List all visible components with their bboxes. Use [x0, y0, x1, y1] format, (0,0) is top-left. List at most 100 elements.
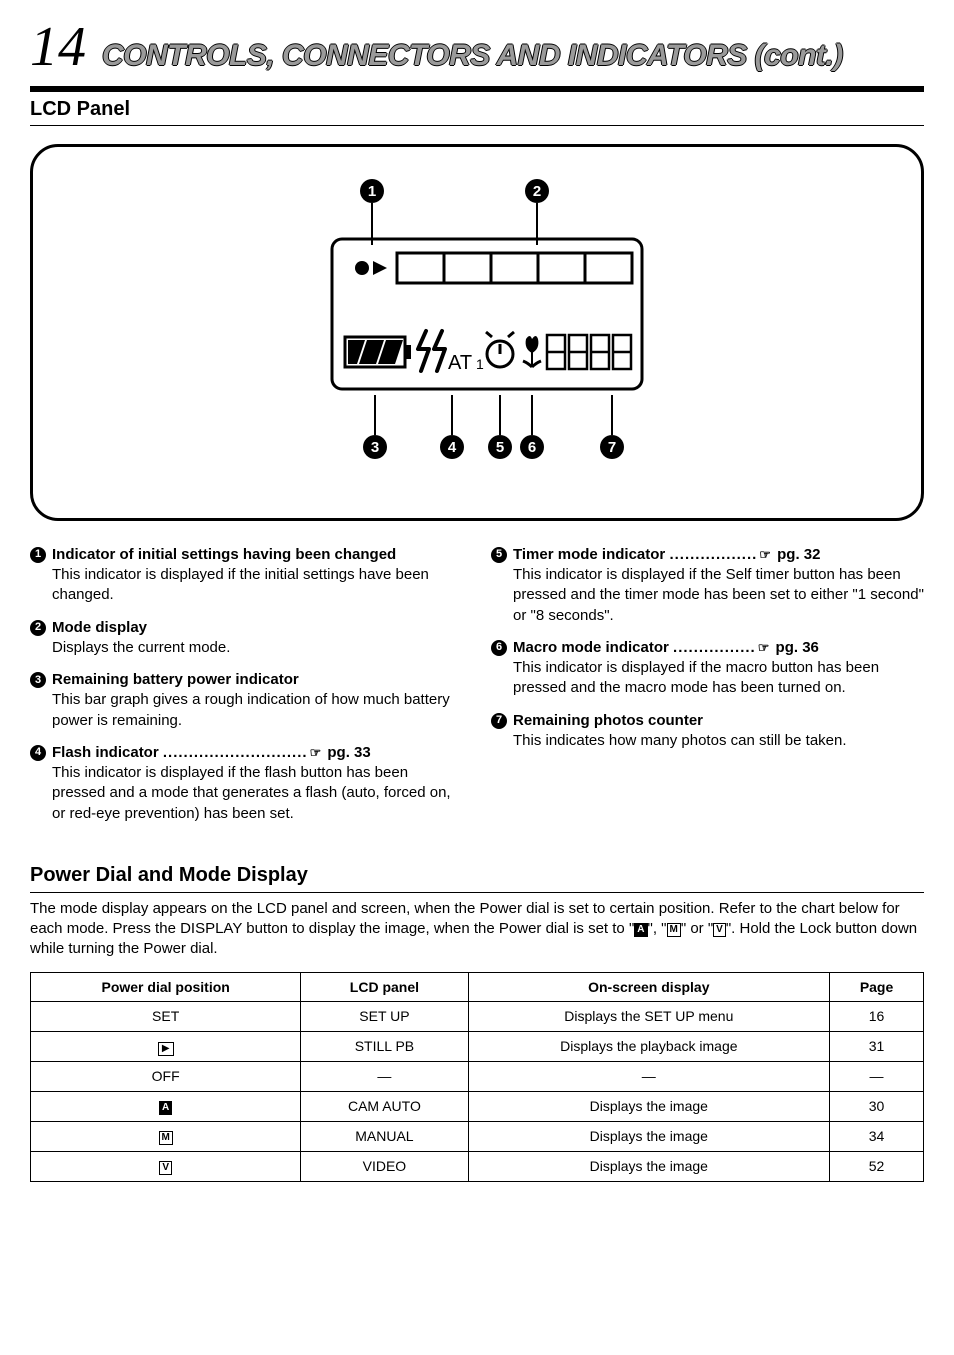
col-header: On-screen display: [468, 972, 830, 1002]
cell-page: 16: [830, 1002, 924, 1032]
remaining-photos-counter: [547, 335, 631, 369]
item-body: This indicates how many photos can still…: [491, 731, 924, 751]
glyph-v-icon: V: [713, 923, 726, 937]
svg-text:2: 2: [533, 183, 541, 200]
cell-page: 31: [830, 1032, 924, 1062]
legend-item: 2Mode displayDisplays the current mode.: [30, 618, 463, 659]
lcd-diagram-frame: 1 2: [30, 144, 924, 521]
cell-lcd: SET UP: [301, 1002, 468, 1032]
pointer-icon: ☞: [310, 744, 322, 762]
mode-table-header-row: Power dial position LCD panel On-screen …: [31, 972, 924, 1002]
svg-text:4: 4: [448, 439, 457, 456]
svg-text:3: 3: [371, 439, 379, 456]
cell-pos: A: [31, 1092, 301, 1122]
settings-changed-icon: [355, 261, 387, 275]
cell-osd: —: [468, 1062, 830, 1092]
cell-page: 30: [830, 1092, 924, 1122]
item-label: Timer mode indicator .................☞ …: [513, 545, 924, 565]
item-body: This indicator is displayed if the Self …: [491, 565, 924, 626]
callout-5: 5: [488, 395, 512, 459]
cell-osd: Displays the image: [468, 1122, 830, 1152]
legend-item: 6 Macro mode indicator ................☞ …: [491, 638, 924, 699]
table-row: ▶ STILL PB Displays the playback image 3…: [31, 1032, 924, 1062]
item-body: Displays the current mode.: [30, 638, 463, 658]
table-row: SET SET UP Displays the SET UP menu 16: [31, 1002, 924, 1032]
timer-icon: [486, 332, 514, 367]
page-number: 14: [30, 10, 86, 86]
dial-glyph-icon: M: [159, 1131, 173, 1145]
right-column: 5 Timer mode indicator .................☞…: [491, 545, 924, 836]
callout-4: 4: [440, 395, 464, 459]
page-header: 14 CONTROLS, CONNECTORS AND INDICATORS (…: [30, 10, 924, 92]
cell-lcd: STILL PB: [301, 1032, 468, 1062]
power-section-title: Power Dial and Mode Display: [30, 862, 924, 893]
table-row: M MANUAL Displays the image 34: [31, 1122, 924, 1152]
col-header: Power dial position: [31, 972, 301, 1002]
pointer-icon: ☞: [758, 639, 770, 657]
svg-text:1: 1: [368, 183, 376, 200]
item-number-icon: 6: [491, 640, 507, 656]
item-label: Macro mode indicator ................☞ p…: [513, 638, 924, 658]
svg-text:7: 7: [608, 439, 616, 456]
item-body: This bar graph gives a rough indication …: [30, 690, 463, 731]
callout-6: 6: [520, 395, 544, 459]
macro-icon: [523, 336, 541, 367]
table-row: V VIDEO Displays the image 52: [31, 1152, 924, 1182]
header-title: CONTROLS, CONNECTORS AND INDICATORS (con…: [102, 36, 843, 77]
item-label: Flash indicator ........................…: [52, 743, 463, 763]
intro-text-mid1: ", ": [648, 920, 667, 937]
item-number-icon: 5: [491, 547, 507, 563]
play-icon: ▶: [158, 1042, 174, 1056]
mode-table: Power dial position LCD panel On-screen …: [30, 972, 924, 1182]
dial-glyph-icon: V: [159, 1161, 172, 1175]
legend-item: 7Remaining photos counterThis indicates …: [491, 711, 924, 752]
item-number-icon: 2: [30, 620, 46, 636]
cell-pos: ▶: [31, 1032, 301, 1062]
intro-text-mid2: " or ": [681, 920, 713, 937]
item-label: Indicator of initial settings having bee…: [52, 545, 463, 565]
flash-at-text: AT: [448, 352, 472, 374]
dial-glyph-icon: A: [159, 1101, 172, 1115]
cell-pos: OFF: [31, 1062, 301, 1092]
callout-3: 3: [363, 395, 387, 459]
table-row: A CAM AUTO Displays the image 30: [31, 1092, 924, 1122]
callout-1: 1: [360, 179, 384, 245]
legend-item: 3 Remaining battery power indicatorThis b…: [30, 670, 463, 731]
cell-page: —: [830, 1062, 924, 1092]
cell-page: 34: [830, 1122, 924, 1152]
cell-osd: Displays the SET UP menu: [468, 1002, 830, 1032]
items-columns: 1 Indicator of initial settings having be…: [30, 545, 924, 836]
cell-pos: SET: [31, 1002, 301, 1032]
flash-1-text: 1: [476, 356, 484, 372]
power-section-intro: The mode display appears on the LCD pane…: [30, 899, 924, 960]
item-number-icon: 4: [30, 745, 46, 761]
cell-lcd: VIDEO: [301, 1152, 468, 1182]
cell-osd: Displays the image: [468, 1152, 830, 1182]
svg-text:5: 5: [496, 439, 504, 456]
cell-osd: Displays the image: [468, 1092, 830, 1122]
callout-7: 7: [600, 395, 624, 459]
svg-text:6: 6: [528, 439, 536, 456]
subheading: LCD Panel: [30, 96, 924, 126]
glyph-a-icon: A: [634, 923, 647, 937]
item-number-icon: 7: [491, 713, 507, 729]
legend-item: 1 Indicator of initial settings having be…: [30, 545, 463, 606]
item-body: This indicator is displayed if the macro…: [491, 658, 924, 699]
item-number-icon: 1: [30, 547, 46, 563]
cell-osd: Displays the playback image: [468, 1032, 830, 1062]
battery-icon: [345, 337, 411, 367]
cell-pos: V: [31, 1152, 301, 1182]
cell-lcd: MANUAL: [301, 1122, 468, 1152]
callout-2: 2: [525, 179, 549, 245]
left-column: 1 Indicator of initial settings having be…: [30, 545, 463, 836]
cell-pos: M: [31, 1122, 301, 1152]
flash-icon: [418, 331, 445, 371]
legend-item: 5 Timer mode indicator .................☞…: [491, 545, 924, 626]
lcd-diagram: 1 2: [217, 177, 737, 482]
cell-lcd: CAM AUTO: [301, 1092, 468, 1122]
col-header: LCD panel: [301, 972, 468, 1002]
item-number-icon: 3: [30, 672, 46, 688]
glyph-m-icon: M: [667, 923, 681, 937]
cell-page: 52: [830, 1152, 924, 1182]
item-label: Remaining battery power indicator: [52, 670, 463, 690]
